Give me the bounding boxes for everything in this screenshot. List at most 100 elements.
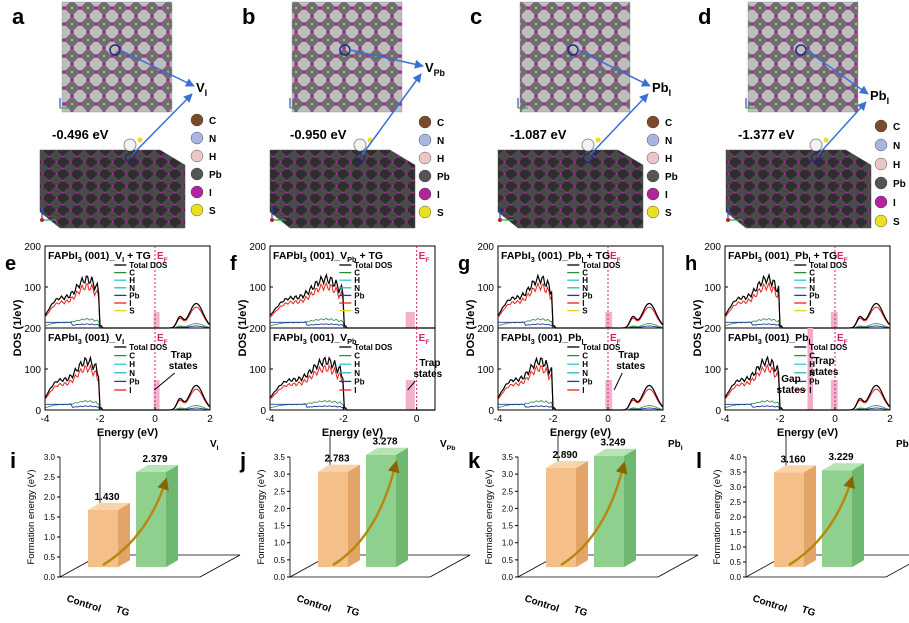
- fermi-label: EF: [157, 333, 168, 346]
- adsorption-energy: -1.087 eV: [510, 127, 567, 142]
- pointer-arrow-side: [361, 73, 422, 156]
- atom-n-icon: [418, 133, 432, 147]
- legend-label: S: [129, 307, 135, 316]
- bar-front: [546, 468, 576, 568]
- defect-tag: VI: [210, 439, 219, 452]
- atom-i-icon: [646, 187, 660, 201]
- defect-tag: PbI: [896, 439, 909, 452]
- legend-label: I: [354, 299, 356, 308]
- x-axis-label: Energy (eV): [97, 427, 158, 439]
- y-tick-label: 2.5: [274, 487, 286, 496]
- curve-total-dos: [269, 356, 435, 411]
- panel-letter: d: [698, 4, 711, 29]
- defect-marker-side: [354, 152, 366, 164]
- trap-band: [605, 380, 613, 410]
- slab-body: [497, 149, 644, 229]
- annotation-states: states: [810, 367, 839, 378]
- trap-band: [830, 380, 838, 410]
- atom-pb-icon: [190, 167, 204, 181]
- atom-pb-icon: [646, 169, 660, 183]
- pointer-arrow-top: [349, 49, 424, 69]
- x-tick-label: -2: [776, 414, 785, 425]
- side-view-slab: [39, 137, 186, 229]
- y-tick-label: 1.0: [502, 539, 514, 548]
- x-tick-label: -4: [266, 414, 275, 425]
- atom-legend-label: S: [209, 206, 216, 217]
- bar-front: [136, 471, 166, 568]
- atom-c-icon: [190, 113, 204, 127]
- lattice-top-view: [291, 1, 403, 113]
- bar-control: [318, 464, 360, 568]
- annotation-trap: Trap: [618, 350, 639, 361]
- legend-label: S: [809, 307, 815, 316]
- bar-value-label: 2.379: [142, 454, 167, 465]
- pointer-arrow-top: [805, 49, 869, 95]
- defect-marker-side: [810, 152, 822, 164]
- pointer-arrow-top: [119, 49, 195, 87]
- y-tick-label: 0: [488, 406, 494, 417]
- dos-subplot-title: FAPbI3 (001)_VI + TG: [48, 250, 151, 264]
- y-tick-label: 0.5: [274, 556, 286, 565]
- top-view-lattice: [519, 1, 631, 113]
- y-tick-label: 2.0: [502, 504, 514, 513]
- trap-band: [405, 380, 415, 410]
- atom-s-icon: [418, 205, 432, 219]
- curve-pb: [45, 321, 211, 329]
- y-tick-label: 0: [35, 406, 41, 417]
- x-tick-label: -2: [549, 414, 558, 425]
- atom-legend-label: H: [893, 160, 900, 171]
- legend-label: H: [582, 360, 588, 369]
- slab-body: [269, 149, 416, 229]
- axes-glyph: [517, 98, 528, 109]
- x-tick-label: 2: [887, 414, 893, 425]
- bar-side: [852, 463, 864, 568]
- y-tick-label: 0.0: [730, 573, 742, 582]
- bar-side: [348, 464, 360, 568]
- y-axis-label: DOS (1/eV): [465, 299, 477, 356]
- legend-label: I: [809, 299, 811, 308]
- top-view-lattice: [747, 1, 859, 113]
- y-tick-label: 0.0: [274, 573, 286, 582]
- legend-label: Pb: [129, 291, 139, 300]
- y-tick-label: 100: [249, 283, 266, 294]
- x-category-label: TG: [344, 604, 361, 619]
- legend-label: Pb: [129, 377, 139, 386]
- atom-legend-label: H: [209, 152, 216, 163]
- bar-control: [88, 502, 130, 568]
- x-tick-label: -2: [96, 414, 105, 425]
- panel-letter: b: [242, 4, 255, 29]
- axes-glyph: [59, 98, 70, 109]
- y-tick-label: 1.5: [502, 522, 514, 531]
- trend-arrow: [560, 461, 628, 567]
- bar-control: [774, 465, 816, 568]
- legend-label: N: [354, 284, 360, 293]
- curve-pb: [45, 403, 211, 411]
- y-tick-label: 100: [704, 283, 721, 294]
- tg-molecule: [123, 138, 137, 152]
- atom-legend-label: S: [437, 208, 444, 219]
- legend-label: Total DOS: [129, 343, 168, 352]
- tg-molecule: [581, 138, 595, 152]
- formation-panel-i: i 0.0 0.5 1.0 1.5 2.0 2.5 3.0 Formation energy (…: [10, 435, 241, 619]
- defect-marker-side: [582, 152, 594, 164]
- atom-legend-label: I: [665, 190, 668, 201]
- annotation-arrow: [407, 380, 416, 391]
- fermi-label: EF: [157, 251, 168, 264]
- trap-band: [605, 312, 613, 328]
- y-tick-label: 2.0: [730, 513, 742, 522]
- atom-s-icon: [646, 205, 660, 219]
- legend-label: H: [129, 276, 135, 285]
- legend-label: Pb: [354, 291, 364, 300]
- curve-total-dos: [44, 355, 211, 411]
- bar-value-label: 3.278: [372, 437, 397, 448]
- defect-tag: PbI: [668, 439, 683, 452]
- annotation-arrow: [613, 372, 623, 391]
- defect-label: PbI: [870, 88, 889, 106]
- atom-h-icon: [874, 157, 888, 171]
- gap-band: [807, 328, 813, 410]
- annotation-gap: Gap: [781, 374, 800, 385]
- atom-legend-label: C: [437, 118, 444, 129]
- y-axis-label: Formation energy (eV): [256, 469, 267, 564]
- bar-tg: [822, 463, 864, 568]
